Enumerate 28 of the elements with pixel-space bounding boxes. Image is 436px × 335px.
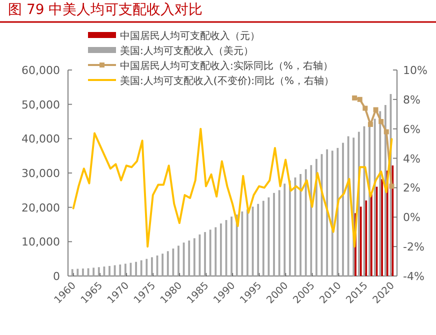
point — [357, 96, 362, 102]
y2-tick-label: 6% — [403, 122, 420, 136]
y2-tick-label: 8% — [403, 93, 420, 106]
y-tick-label: 10,000 — [22, 236, 60, 249]
legend-label: 美国:人均可支配收入（美元） — [120, 45, 254, 57]
legend-label: 中国居民人均可支配收入:实际同比（%，右轴） — [120, 60, 333, 72]
y-tick-label: 20,000 — [22, 201, 60, 214]
point — [362, 106, 368, 111]
point — [373, 107, 378, 112]
y-tick-label: 40,000 — [22, 132, 60, 146]
chart-title: 图 79 中美人均可支配收入对比 — [8, 2, 203, 18]
y-tick-label: 30,000 — [22, 167, 60, 180]
point — [368, 122, 373, 127]
point — [389, 184, 394, 189]
y-tick-label: 0 — [53, 270, 60, 283]
y2-tick-label: 10% — [403, 64, 428, 77]
y2-tick-label: 0% — [403, 211, 420, 224]
y2-tick-label: 2% — [403, 182, 420, 195]
point — [384, 129, 389, 134]
y-tick-label: 50,000 — [22, 98, 60, 112]
legend-label: 中国居民人均可支配收入（元） — [120, 30, 260, 42]
point — [352, 95, 358, 100]
legend-label: 美国:人均可支配收入(不变价):同比（%，右轴） — [120, 75, 334, 87]
y-tick-label: 60,000 — [22, 64, 60, 77]
y2-tick-label: 4% — [403, 152, 420, 166]
y2-tick-label: -2% — [403, 240, 424, 254]
y2-tick-label: -4% — [403, 270, 424, 283]
point — [378, 119, 384, 124]
